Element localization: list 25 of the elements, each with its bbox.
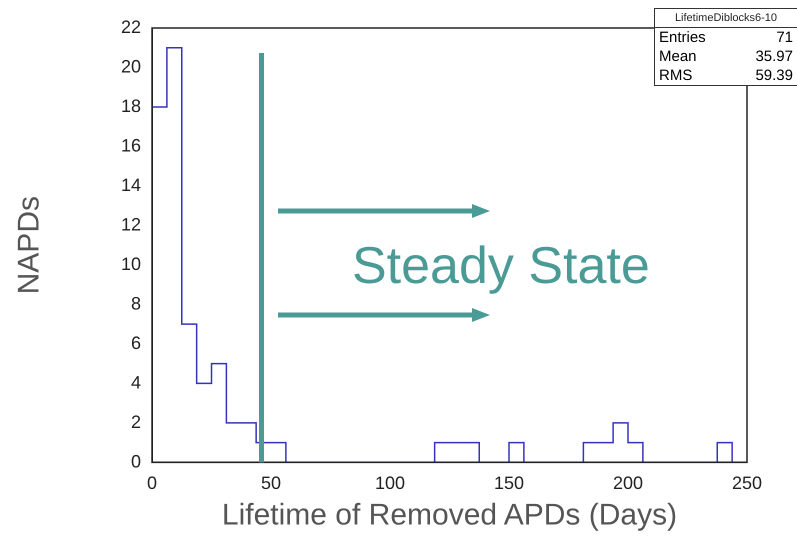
x-tick-label: 0 <box>147 473 158 494</box>
y-tick-label: 14 <box>120 174 142 195</box>
x-tick-label: 250 <box>732 473 762 494</box>
x-tick-label: 200 <box>612 473 644 494</box>
y-tick-label: 4 <box>131 372 142 392</box>
y-tick-label: 8 <box>131 293 142 314</box>
x-axis-title: Lifetime of Removed APDs (Days) <box>222 498 678 532</box>
x-tick-label: 50 <box>261 473 282 494</box>
text: RMS 59.39 <box>659 67 793 84</box>
y-tick-label: 6 <box>131 332 142 353</box>
y-tick-label: 18 <box>120 96 142 116</box>
y-tick-label: 10 <box>120 254 142 274</box>
y-tick-label: 0 <box>131 451 142 472</box>
x-tick-label: 150 <box>494 473 524 494</box>
y-tick-label: 2 <box>131 412 142 432</box>
text: Mean 35.97 <box>659 48 793 65</box>
text: LifetimeDiblocks6-10 <box>655 9 797 28</box>
y-tick-label: 12 <box>120 214 142 234</box>
x-tick-label: 100 <box>374 473 406 494</box>
y-tick-label: 22 <box>120 16 142 37</box>
y-axis-title: NAPDs <box>12 196 46 294</box>
annotation: Steady State <box>352 236 650 296</box>
y-tick-label: 20 <box>120 56 142 76</box>
y-tick-label: 16 <box>120 135 142 156</box>
text: Entries 71 <box>659 29 793 46</box>
